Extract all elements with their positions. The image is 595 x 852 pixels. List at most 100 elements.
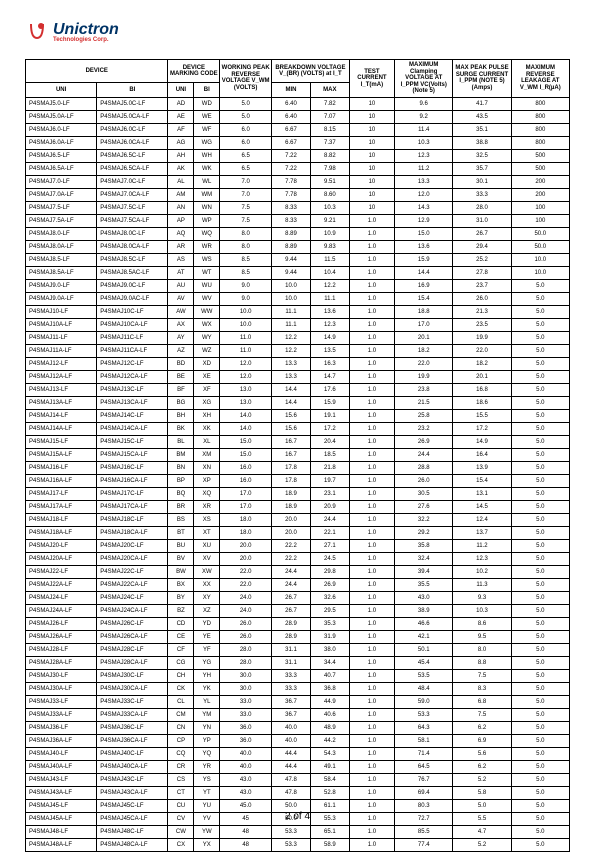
table-cell: 29.5: [310, 604, 349, 617]
table-cell: 16.0: [220, 461, 272, 474]
header-min: MIN: [272, 83, 311, 98]
table-row: P4SMAJ17A-LFP4SMAJ17CA-LFBRXR17.018.920.…: [26, 500, 570, 513]
table-cell: 7.0: [220, 175, 272, 188]
table-cell: 5.0: [511, 370, 569, 383]
table-cell: 9.3: [453, 591, 511, 604]
table-cell: P4SMAJ18CA-LF: [97, 526, 168, 539]
table-cell: WQ: [194, 227, 220, 240]
table-cell: 35.3: [310, 617, 349, 630]
table-cell: 5.0: [511, 786, 569, 799]
table-cell: 800: [511, 97, 569, 110]
table-cell: 8.15: [310, 123, 349, 136]
table-cell: WW: [194, 305, 220, 318]
table-cell: P4SMAJ15CA-LF: [97, 448, 168, 461]
table-cell: 14.0: [220, 409, 272, 422]
table-cell: XG: [194, 396, 220, 409]
table-cell: AS: [168, 253, 194, 266]
table-cell: P4SMAJ11A-LF: [26, 344, 97, 357]
table-cell: 26.9: [395, 435, 453, 448]
table-cell: 8.0: [220, 227, 272, 240]
table-cell: 5.0: [511, 331, 569, 344]
table-cell: 1.0: [349, 305, 394, 318]
table-cell: 6.0: [220, 123, 272, 136]
table-cell: 6.5: [220, 149, 272, 162]
table-cell: 43.0: [395, 591, 453, 604]
table-row: P4SMAJ48A-LFP4SMAJ48CA-LFCXYX4853.358.91…: [26, 838, 570, 851]
table-cell: 14.4: [272, 383, 311, 396]
table-cell: P4SMAJ26A-LF: [26, 630, 97, 643]
table-cell: 9.0: [220, 292, 272, 305]
table-cell: P4SMAJ40CA-LF: [97, 760, 168, 773]
table-cell: P4SMAJ36C-LF: [97, 721, 168, 734]
table-cell: P4SMAJ33CA-LF: [97, 708, 168, 721]
table-cell: 1.0: [349, 357, 394, 370]
header-ir: MAXIMUM REVERSE LEAKAGE AT V_WM I_R(µA): [511, 60, 569, 98]
table-cell: 1.0: [349, 643, 394, 656]
table-cell: 12.0: [395, 188, 453, 201]
table-cell: 20.1: [453, 370, 511, 383]
table-cell: 48.4: [395, 682, 453, 695]
table-row: P4SMAJ7.5A-LFP4SMAJ7.5CA-LFAPWP7.58.339.…: [26, 214, 570, 227]
table-cell: WE: [194, 110, 220, 123]
table-cell: 35.5: [395, 578, 453, 591]
table-cell: 1.0: [349, 695, 394, 708]
table-cell: 36.8: [310, 682, 349, 695]
table-cell: 10: [349, 110, 394, 123]
table-cell: 9.44: [272, 253, 311, 266]
table-cell: 9.51: [310, 175, 349, 188]
table-cell: 9.6: [395, 97, 453, 110]
table-cell: CR: [168, 760, 194, 773]
table-cell: P4SMAJ14-LF: [26, 409, 97, 422]
table-cell: BR: [168, 500, 194, 513]
table-cell: 10.0: [511, 253, 569, 266]
table-cell: P4SMAJ8.5C-LF: [97, 253, 168, 266]
table-cell: 9.44: [272, 266, 311, 279]
table-cell: YN: [194, 721, 220, 734]
table-cell: 52.8: [310, 786, 349, 799]
table-cell: YL: [194, 695, 220, 708]
table-cell: 1.0: [349, 604, 394, 617]
table-cell: 1.0: [349, 474, 394, 487]
table-cell: WS: [194, 253, 220, 266]
table-cell: 40.0: [220, 747, 272, 760]
table-cell: P4SMAJ9.0AC-LF: [97, 292, 168, 305]
table-cell: 7.78: [272, 188, 311, 201]
table-cell: 48.9: [310, 721, 349, 734]
table-row: P4SMAJ7.0-LFP4SMAJ7.0C-LFALWL7.07.789.51…: [26, 175, 570, 188]
table-cell: P4SMAJ11CA-LF: [97, 344, 168, 357]
table-cell: 11.1: [272, 305, 311, 318]
header-vwm: WORKING PEAK REVERSE VOLTAGE V_WM (VOLTS…: [220, 60, 272, 98]
table-cell: 25.8: [395, 409, 453, 422]
table-cell: 10.0: [220, 305, 272, 318]
table-cell: P4SMAJ24C-LF: [97, 591, 168, 604]
table-cell: BX: [168, 578, 194, 591]
table-cell: 28.9: [272, 617, 311, 630]
table-cell: BL: [168, 435, 194, 448]
table-cell: 23.1: [310, 487, 349, 500]
table-cell: 43.5: [453, 110, 511, 123]
table-cell: P4SMAJ22A-LF: [26, 578, 97, 591]
table-cell: P4SMAJ7.5A-LF: [26, 214, 97, 227]
table-cell: AR: [168, 240, 194, 253]
table-cell: 5.0: [511, 773, 569, 786]
table-cell: 17.2: [453, 422, 511, 435]
table-cell: 16.0: [220, 474, 272, 487]
table-cell: YQ: [194, 747, 220, 760]
table-cell: 5.2: [453, 838, 511, 851]
table-cell: 15.0: [220, 435, 272, 448]
table-cell: 31.1: [272, 643, 311, 656]
table-cell: 30.5: [395, 487, 453, 500]
table-cell: 33.3: [272, 682, 311, 695]
table-cell: 28.0: [220, 656, 272, 669]
table-cell: YM: [194, 708, 220, 721]
table-cell: P4SMAJ15A-LF: [26, 448, 97, 461]
table-row: P4SMAJ6.5A-LFP4SMAJ6.5CA-LFAKWK6.57.227.…: [26, 162, 570, 175]
table-cell: 6.8: [453, 695, 511, 708]
table-cell: P4SMAJ6.0A-LF: [26, 136, 97, 149]
table-cell: 16.7: [272, 448, 311, 461]
table-row: P4SMAJ22A-LFP4SMAJ22CA-LFBXXX22.024.426.…: [26, 578, 570, 591]
table-cell: P4SMAJ7.5C-LF: [97, 201, 168, 214]
table-cell: 35.8: [395, 539, 453, 552]
table-cell: 16.4: [453, 448, 511, 461]
table-cell: YK: [194, 682, 220, 695]
